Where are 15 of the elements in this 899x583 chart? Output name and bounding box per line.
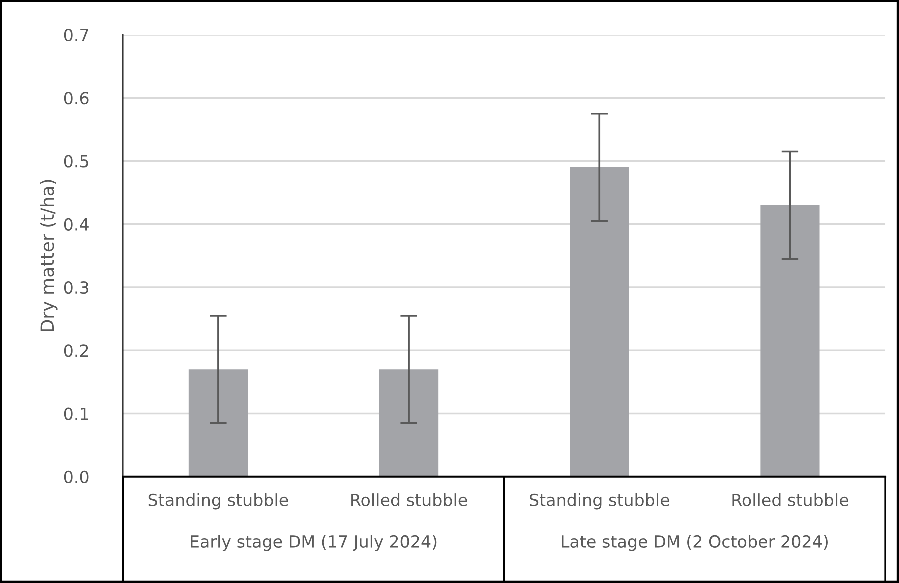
x-tick-label: Rolled stubble <box>732 494 848 506</box>
y-tick-label: 0.3 <box>64 281 88 294</box>
y-tick-label: 0.1 <box>64 408 88 420</box>
text: Late stage DM (2 October 2024) <box>562 535 828 552</box>
x-tick-label: Standing stubble <box>530 494 670 510</box>
text: Early stage DM (17 July 2024) <box>191 535 437 552</box>
y-tick-label: 0.4 <box>64 218 89 231</box>
x-tick-label: Rolled stubble <box>352 494 468 506</box>
y-tick-label: 0.6 <box>64 92 89 105</box>
x-tick-label: Standing stubble <box>148 494 288 510</box>
y-tick-label: 0.2 <box>64 344 88 358</box>
y-tick-label: 0.0 <box>64 470 89 484</box>
y-axis-title: Dry matter (t/ha) <box>40 180 58 332</box>
y-tick-label: 0.5 <box>64 155 88 168</box>
y-tick-label: 0.7 <box>64 28 88 42</box>
